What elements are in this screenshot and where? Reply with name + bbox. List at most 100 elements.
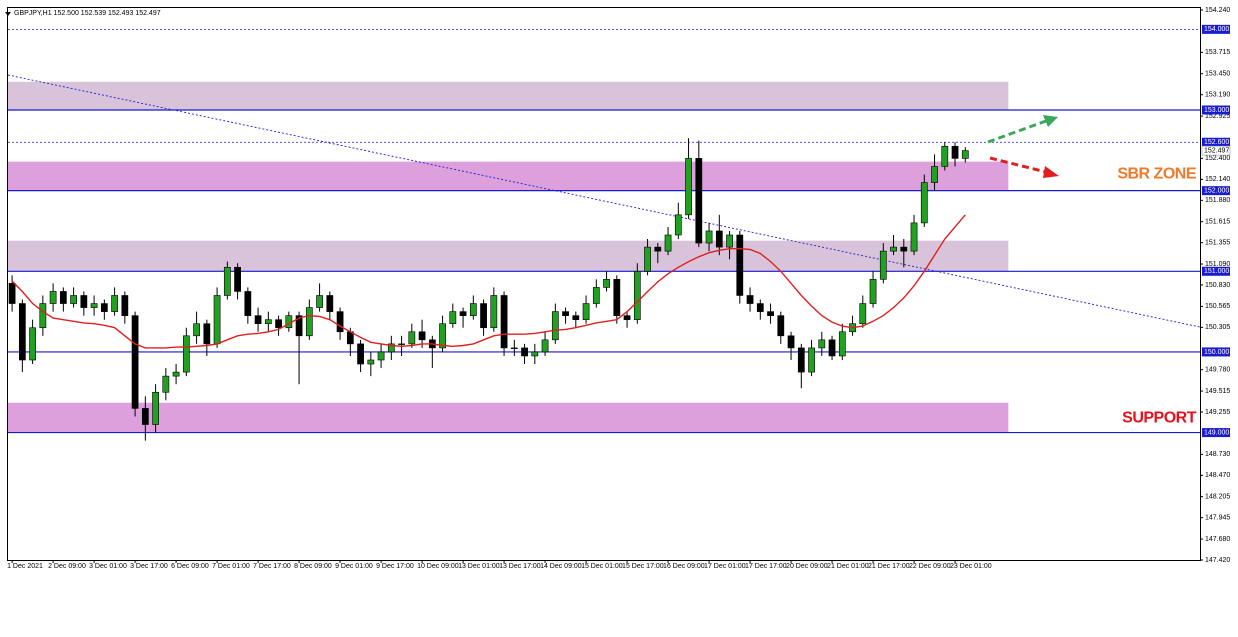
x-tick-label: 23 Dec 01:00 xyxy=(950,563,992,570)
annotation: SUPPORT xyxy=(1122,409,1197,426)
candle-body xyxy=(531,351,539,357)
candle-body xyxy=(367,359,375,365)
x-tick-label: 13 Dec 01:00 xyxy=(458,563,500,570)
candle-body xyxy=(726,234,733,248)
candle-body xyxy=(152,391,159,425)
down-arrow xyxy=(989,156,1047,174)
candle-body xyxy=(70,295,77,304)
candle-body xyxy=(111,295,118,312)
candle-body xyxy=(295,315,303,337)
x-tick-label: 20 Dec 09:00 xyxy=(786,563,828,570)
candle-body xyxy=(213,295,221,345)
candle-body xyxy=(418,331,426,341)
candle-body xyxy=(767,311,774,316)
candle-body xyxy=(264,319,272,325)
candle-body xyxy=(469,303,477,316)
candle-body xyxy=(910,222,918,252)
x-tick-label: 7 Dec 17:00 xyxy=(253,563,291,570)
x-tick-label: 21 Dec 17:00 xyxy=(868,563,910,570)
x-tick-label: 3 Dec 01:00 xyxy=(89,563,127,570)
y-tick-label: 154.240 xyxy=(1205,7,1230,14)
level-label: 153.000 xyxy=(1204,107,1229,114)
candle-body xyxy=(818,339,826,349)
x-tick-label: 9 Dec 01:00 xyxy=(335,563,373,570)
candle-body xyxy=(29,327,36,361)
price-label: 152.497 xyxy=(1204,147,1229,154)
candle-body xyxy=(39,303,47,329)
symbol-marker xyxy=(5,12,11,16)
zone xyxy=(8,161,1009,191)
y-tick-label: 148.205 xyxy=(1205,494,1230,501)
level-label-bg xyxy=(1202,428,1230,438)
candle-body xyxy=(705,230,713,244)
candle-body xyxy=(920,182,928,224)
candle-body xyxy=(480,303,487,329)
candle-body xyxy=(551,311,559,341)
y-tick-label: 152.925 xyxy=(1205,113,1230,120)
candle-body xyxy=(572,315,580,320)
y-tick-label: 149.780 xyxy=(1205,367,1230,374)
candle-body xyxy=(664,234,672,252)
y-tick-label: 147.420 xyxy=(1205,557,1230,564)
candle-body xyxy=(633,270,641,320)
level-label-bg xyxy=(1202,24,1230,34)
candle-body xyxy=(941,145,949,167)
candle-body xyxy=(244,291,252,316)
y-tick-label: 147.945 xyxy=(1205,515,1230,522)
x-tick-label: 2 Dec 09:00 xyxy=(48,563,86,570)
y-tick-label: 149.515 xyxy=(1205,388,1230,395)
up-arrow-head xyxy=(1043,115,1058,127)
candle-body xyxy=(869,279,877,304)
x-tick-label: 22 Dec 09:00 xyxy=(909,563,951,570)
y-tick-label: 148.730 xyxy=(1205,451,1230,458)
candle-body xyxy=(398,343,405,345)
level-label: 154.000 xyxy=(1204,26,1229,33)
candle-body xyxy=(285,315,293,329)
candle-body xyxy=(223,266,231,296)
x-tick-label: 8 Dec 09:00 xyxy=(294,563,332,570)
candle-body xyxy=(449,311,457,325)
candle-body xyxy=(777,315,785,337)
y-tick-label: 153.450 xyxy=(1205,71,1230,78)
candle-body xyxy=(336,311,344,333)
annotation: SBR ZONE xyxy=(1117,166,1197,183)
trend-line xyxy=(7,74,1201,328)
candle-body xyxy=(459,311,467,316)
y-tick-label: 147.680 xyxy=(1205,536,1230,543)
candle-body xyxy=(439,323,446,349)
y-tick-label: 148.470 xyxy=(1205,472,1230,479)
x-tick-label: 7 Dec 01:00 xyxy=(212,563,250,570)
candle-body xyxy=(623,315,631,320)
y-tick-label: 150.565 xyxy=(1205,303,1230,310)
candle-body xyxy=(357,343,364,365)
y-tick-label: 151.880 xyxy=(1205,197,1230,204)
candle-body xyxy=(59,291,67,304)
candle-body xyxy=(592,287,600,304)
level-label-bg xyxy=(1202,347,1230,357)
candle-body xyxy=(305,307,313,337)
level-label: 152.600 xyxy=(1204,139,1229,146)
candle-body xyxy=(90,303,98,308)
x-tick-label: 21 Dec 01:00 xyxy=(827,563,869,570)
y-tick-label: 153.190 xyxy=(1205,92,1230,99)
candle-body xyxy=(787,335,795,349)
candle-body xyxy=(951,145,959,159)
candle-body xyxy=(859,303,867,325)
candle-body xyxy=(879,250,887,280)
plot-layer xyxy=(7,28,1201,441)
forecast-arrows xyxy=(987,115,1059,178)
candle-body xyxy=(326,295,334,312)
x-tick-label: 3 Dec 17:00 xyxy=(130,563,168,570)
level-label: 150.000 xyxy=(1204,349,1229,356)
y-tick-label: 151.090 xyxy=(1205,261,1230,268)
candle-body xyxy=(49,291,57,304)
down-arrow-head xyxy=(1043,166,1059,178)
y-tick-label: 151.355 xyxy=(1205,240,1230,247)
candle-body xyxy=(562,311,569,316)
candle-body xyxy=(931,166,938,183)
candle-body xyxy=(808,347,815,373)
candle-body xyxy=(377,351,385,361)
x-tick-label: 9 Dec 17:00 xyxy=(376,563,414,570)
candle-body xyxy=(746,295,754,304)
candle-body xyxy=(172,371,180,377)
